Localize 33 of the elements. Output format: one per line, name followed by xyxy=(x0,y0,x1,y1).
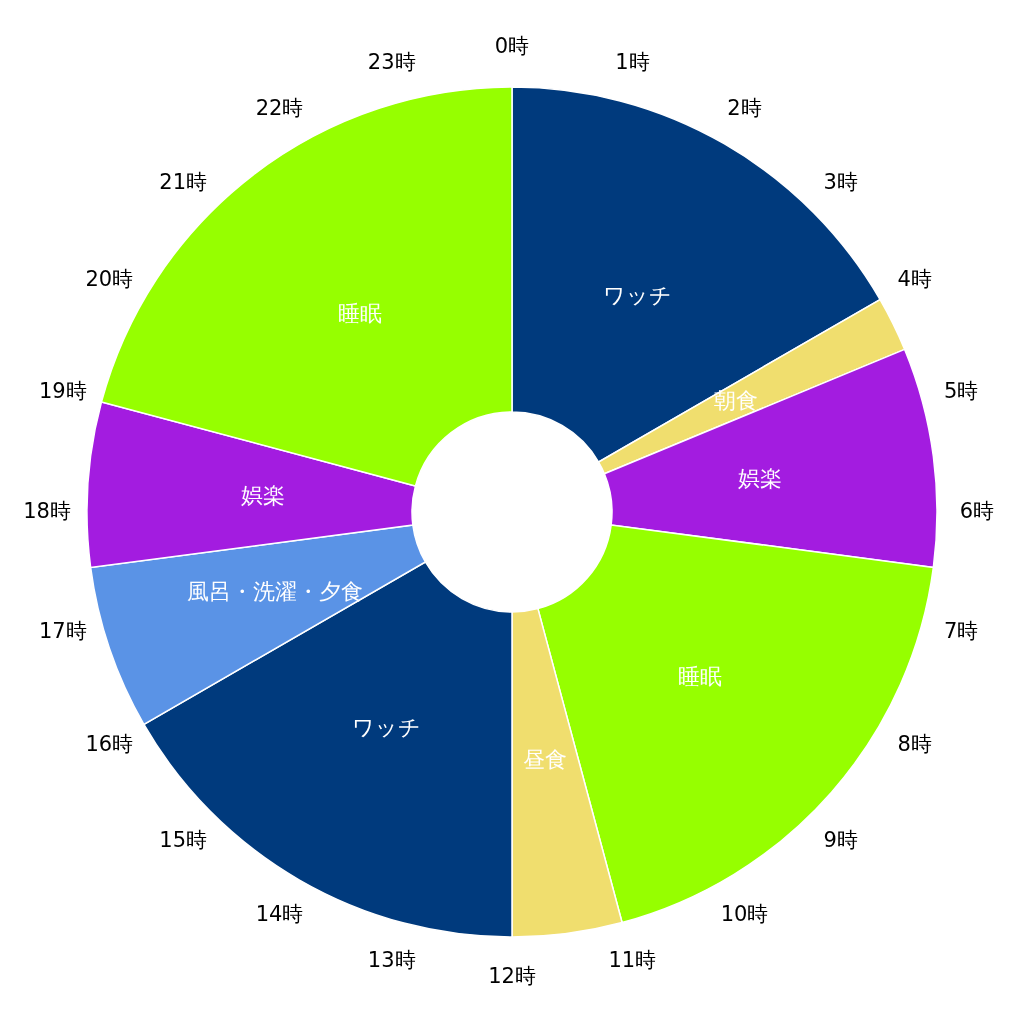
text: 23時 xyxy=(367,49,416,74)
text: 14時 xyxy=(255,901,304,926)
text: 13時 xyxy=(367,948,416,973)
text: 9時 xyxy=(823,827,858,852)
text: 15時 xyxy=(159,827,208,852)
slice-label: 娯楽 xyxy=(240,482,285,508)
text: 0時 xyxy=(494,34,530,58)
text: 22時 xyxy=(255,96,304,121)
slice-label: ワッチ xyxy=(602,282,672,308)
text: 1時 xyxy=(615,49,650,74)
text: 7時 xyxy=(943,619,979,644)
text: 10時 xyxy=(720,901,769,926)
slice-label: 睡眠 xyxy=(337,300,382,326)
text: 12時 xyxy=(488,964,536,988)
slice-label: 睡眠 xyxy=(677,663,722,689)
text: 8時 xyxy=(897,731,932,756)
slice-label: 昼食 xyxy=(522,746,567,772)
text: 2時 xyxy=(727,96,762,121)
text: 5時 xyxy=(943,378,979,403)
text: 4時 xyxy=(897,266,932,291)
slice-label: ワッチ xyxy=(352,715,422,741)
slice-label: 朝食 xyxy=(714,388,759,414)
text: 3時 xyxy=(823,170,858,195)
text: 6時 xyxy=(959,499,995,523)
text: 16時 xyxy=(85,731,134,756)
text: 11時 xyxy=(608,948,657,973)
text: 18時 xyxy=(23,499,71,523)
text: 21時 xyxy=(159,170,208,195)
text: 20時 xyxy=(85,266,134,291)
text: 19時 xyxy=(38,378,87,403)
slice-label: 風呂・洗濯・夕食 xyxy=(187,579,364,605)
slice-label: 娯楽 xyxy=(737,466,782,492)
text: 17時 xyxy=(38,619,87,644)
